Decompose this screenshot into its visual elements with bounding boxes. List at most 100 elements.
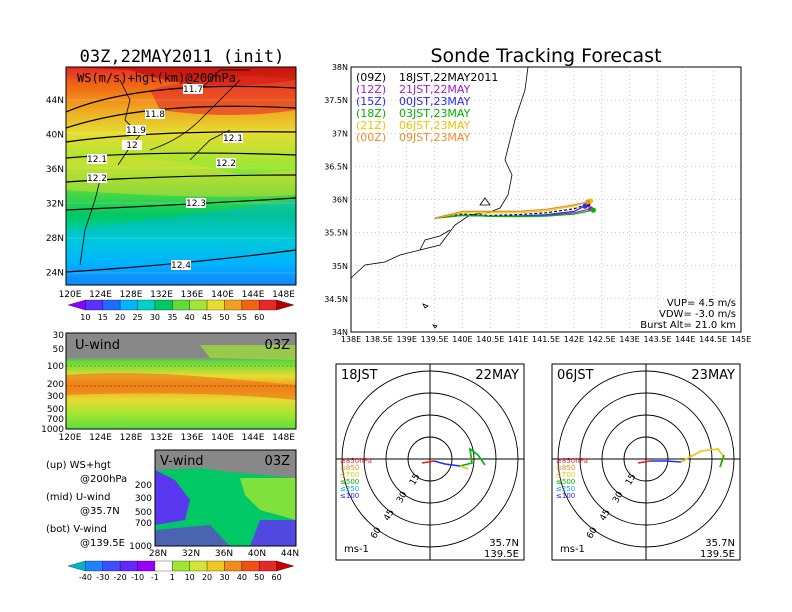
hodo-time: 06JST [557,368,594,383]
contour-label-bg [122,140,142,150]
track-line [434,200,591,219]
p-tick: 700 [135,519,152,529]
lon-tick: 144E [242,433,265,443]
hodo-trace [421,460,435,464]
colorbar-label: 55 [237,313,247,322]
hodo-trace [459,447,486,467]
legend-line: @139.5E [80,538,125,549]
left-legend: (up) WS+hgt @200hPa (mid) U-wind @35.7N (bot… [46,460,127,549]
legend-time: 00JST,23MAY [399,95,471,108]
colorbar-swatch [120,560,138,572]
p-tick: 500 [135,508,152,518]
hodo-units: ms-1 [560,544,585,555]
hodo-level: ≤100 [556,492,575,500]
colorbar-swatch [154,560,173,572]
lat-tick: 37.5N [324,96,348,105]
hodo-level: ≥850hPa [556,457,588,465]
p-tick: 500 [47,405,64,415]
colorbar-label: 50 [219,313,229,322]
colorbar-swatch [276,299,295,311]
contour-label-bg [216,158,236,168]
hodo-date: 23MAY [691,368,735,383]
uwind-panel [65,332,297,430]
contour-label-bg [186,198,206,208]
colorbar-label: 20 [115,313,125,322]
ws-colorbar: 10 15 20 25 30 35 40 45 50 55 60 [67,299,295,322]
p-tick: 1000 [129,542,152,552]
legend-line: (mid) U-wind [46,492,110,503]
colorbar-label: 60 [272,573,282,582]
p-tick: 30 [53,331,65,341]
lat-tick: 28N [46,234,64,244]
lat-tick: 34N [332,328,348,337]
track-endpoint [585,199,591,205]
colorbar-label: 30 [150,313,160,322]
colorbar-swatch [102,299,121,311]
hodo-level: ≤500 [340,478,359,486]
colorbar-swatch [85,299,103,311]
colorbar-swatch [67,299,86,311]
contour-label-bg [171,260,191,270]
lon-tick: 145E [731,335,751,344]
lat-tick: 24N [46,269,64,279]
p-tick: 1000 [41,425,64,435]
lat-tick: 36N [332,196,348,205]
contour-label: 11.7 [183,85,203,95]
lon-tick: 120E [59,433,82,443]
hodo-level: ≤500 [556,478,575,486]
track-line [434,209,594,219]
legend-code: (00Z) [356,131,386,144]
hodo-trace [719,454,725,468]
hodo-level: ≤100 [340,492,359,500]
colorbar-swatch [259,560,277,572]
colorbar-label: -1 [151,573,159,582]
legend-line: @35.7N [80,506,120,517]
colorbar-label: 60 [254,313,264,322]
vwind-time: 03Z [265,454,291,469]
lon-tick: 139E [397,335,417,344]
colorbar-swatch [206,560,225,572]
forecast-lat-ticks: 38N 37.5N 37N 36.5N 36N 35.5N 35N 34.5N 34N [324,63,348,337]
colorbar-label: 20 [202,573,212,582]
hodo-trace [650,460,682,463]
p-tick: 200 [135,481,152,491]
lat-tick: 35.5N [324,229,348,238]
lat-tick: 36.5N [324,162,348,171]
contour-label: 12.3 [186,199,206,209]
p-tick: 700 [47,415,64,425]
hodo-level: ≤250 [340,485,359,493]
lon-tick: 136E [181,290,204,300]
uwind-label: U-wind [75,338,120,353]
lon-tick: 120E [59,290,82,300]
legend-time: 03JST,23MAY [399,107,471,120]
colorbar-label: -10 [131,573,144,582]
forecast-legend: (09Z) 18JST,22MAY2011 (12Z) 21JST,22MAY (15Z… [356,71,498,144]
hodo-ring-label: 15 [408,472,422,487]
hodo-units: ms-1 [344,544,369,555]
hodo-date: 22MAY [475,368,519,383]
lon-tick: 128E [120,433,143,443]
colorbar-label: 10 [80,313,90,322]
p-tick: 300 [135,494,152,504]
hodo-trace [459,465,469,470]
colorbar-swatch [189,560,208,572]
lon-tick: 124E [89,433,112,443]
lon-tick: 142E [564,335,584,344]
track-endpoint [590,207,596,213]
legend-time: 09JST,23MAY [399,131,471,144]
p-tick: 100 [47,362,64,372]
contour-label: 12.4 [171,261,191,271]
lat-tick: 32N [182,549,200,559]
colorbar-swatch [137,299,156,311]
lon-tick: 143E [619,335,639,344]
contour-label: 12 [126,141,137,151]
contour-label: 12.1 [87,155,107,165]
lon-tick: 140E [211,290,234,300]
track-line [434,201,588,219]
lon-tick: 144E [675,335,695,344]
hodo-lat: 35.7N [705,538,735,549]
legend-line: @200hPa [80,474,127,485]
lat-tick: 44N [281,549,299,559]
